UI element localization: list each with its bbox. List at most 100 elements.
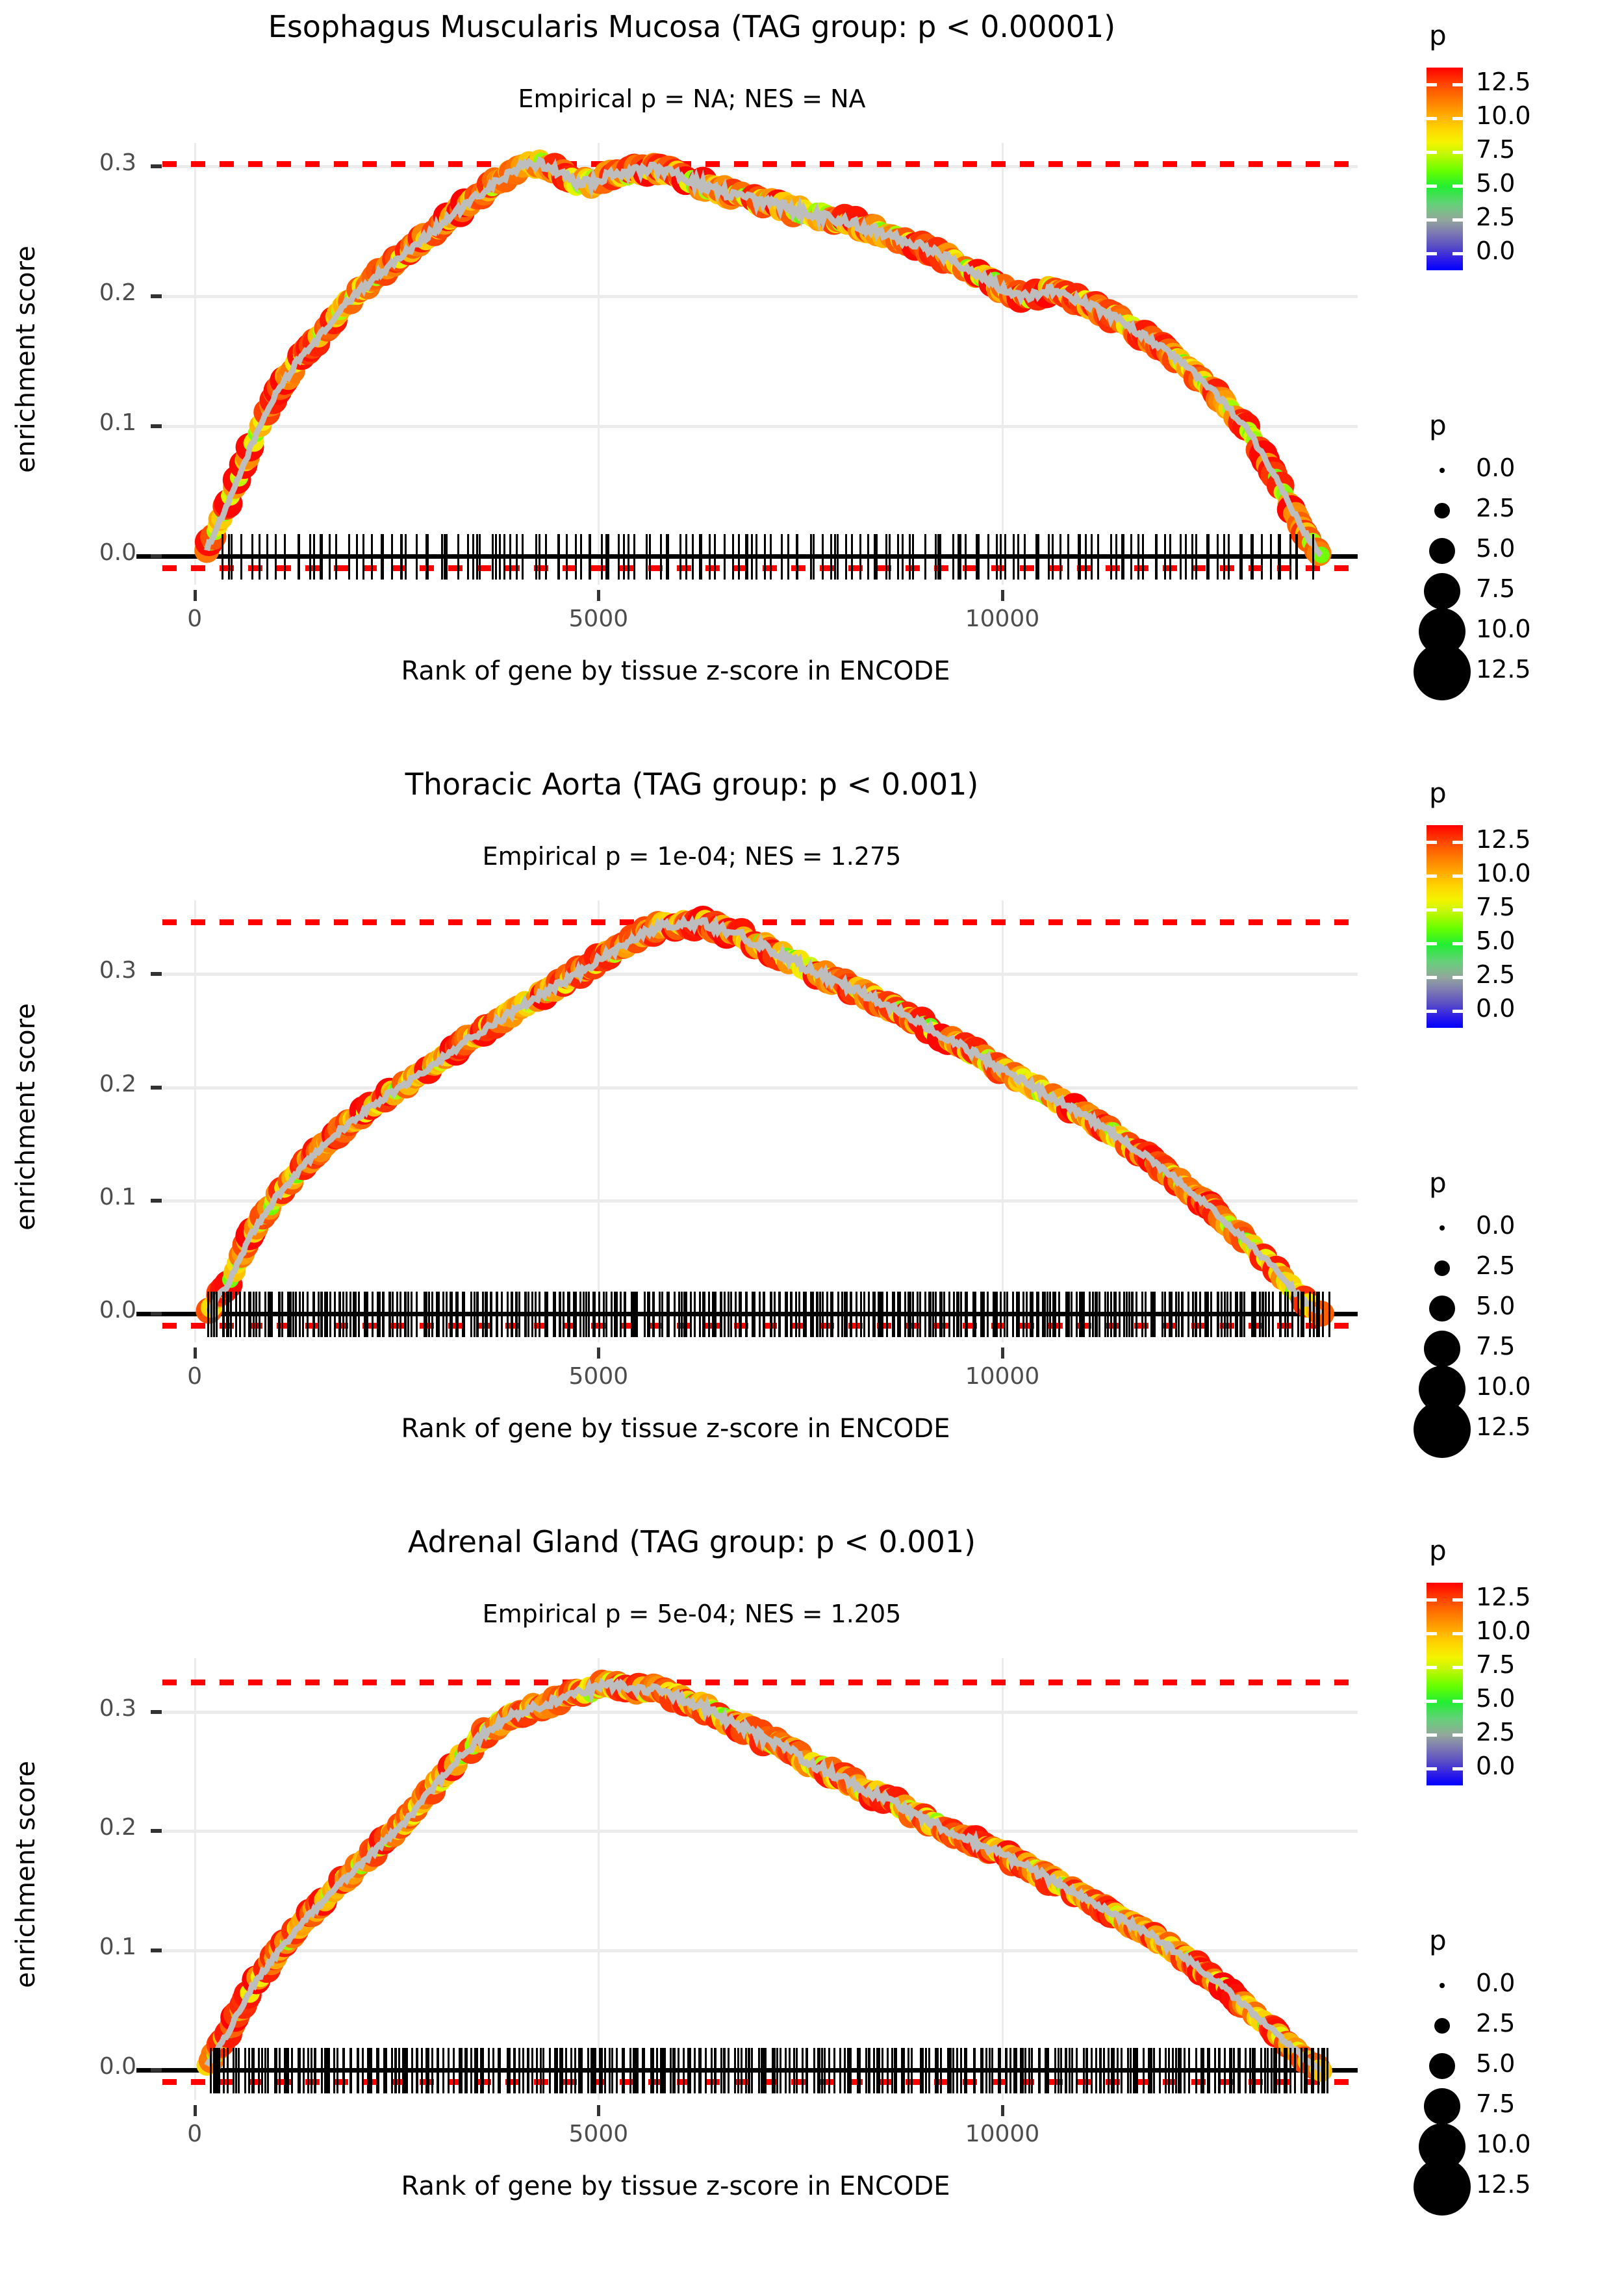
rug-tick	[1286, 1292, 1289, 1338]
rug-tick	[1100, 2048, 1102, 2094]
enrichment-panel: Esophagus Muscularis Mucosa (TAG group: …	[0, 0, 1624, 758]
color-legend-label: 5.0	[1476, 169, 1516, 198]
rug-tick	[602, 1292, 605, 1338]
rug-tick	[592, 2048, 594, 2094]
rug-tick	[1239, 1292, 1242, 1338]
rug-tick	[1065, 1292, 1067, 1338]
panel-title: Esophagus Muscularis Mucosa (TAG group: …	[268, 9, 1116, 44]
rug-tick	[985, 2048, 987, 2094]
rug-tick	[1022, 1292, 1024, 1338]
rug-tick	[821, 534, 824, 580]
rug-tick	[1024, 2048, 1027, 2094]
rug-tick	[313, 534, 316, 580]
rug-tick	[1278, 2048, 1280, 2094]
rug-tick	[452, 2048, 455, 2094]
rug-tick	[538, 1292, 540, 1338]
rug-tick	[312, 1292, 315, 1338]
rug-tick	[972, 2048, 975, 2094]
rug-tick	[266, 534, 269, 580]
rug-tick	[1202, 2048, 1204, 2094]
rug-tick	[1271, 1292, 1274, 1338]
rug-tick	[1249, 2048, 1251, 2094]
y-tick-label: 0.0	[99, 1297, 136, 1324]
rug-tick	[932, 1292, 934, 1338]
rug-tick	[1284, 1292, 1286, 1338]
gridline-vertical	[598, 901, 600, 1342]
rug-tick	[428, 1292, 430, 1338]
rug-tick	[811, 1292, 814, 1338]
rug-tick	[1252, 2048, 1254, 2094]
rug-tick	[516, 534, 518, 580]
gridline-horizontal	[162, 295, 1358, 298]
color-legend-label: 5.0	[1476, 926, 1516, 955]
rug-tick	[1175, 1292, 1178, 1338]
color-legend-tick	[1427, 942, 1437, 945]
rug-tick	[472, 534, 475, 580]
rug-tick	[1141, 1292, 1143, 1338]
rug-tick	[500, 1292, 503, 1338]
rug-tick	[1165, 2048, 1167, 2094]
y-tick-mark	[151, 1948, 162, 1953]
rug-tick	[264, 1292, 266, 1338]
rug-tick	[381, 534, 384, 580]
rug-tick	[405, 1292, 407, 1338]
gene-hit-rug	[162, 2048, 1358, 2094]
rug-tick	[724, 1292, 726, 1338]
rug-tick	[248, 1292, 251, 1338]
size-legend-dot	[1429, 1296, 1455, 1322]
rug-tick	[735, 1292, 737, 1338]
rug-tick	[611, 1292, 613, 1338]
rug-tick	[1150, 1292, 1152, 1338]
rug-tick	[499, 534, 501, 580]
color-legend-tick	[1427, 841, 1437, 844]
size-legend-label: 10.0	[1476, 1372, 1531, 1401]
rug-tick	[1208, 2048, 1211, 2094]
rug-tick	[1328, 1292, 1331, 1338]
rug-tick	[993, 1292, 995, 1338]
rug-tick	[690, 1292, 692, 1338]
rug-tick	[237, 2048, 240, 2094]
enrichment-curve	[196, 1669, 1332, 2082]
rug-tick	[1151, 1292, 1154, 1338]
rug-tick	[1092, 1292, 1095, 1338]
size-legend-label: 0.0	[1476, 454, 1516, 482]
y-tick-mark	[151, 972, 162, 977]
rug-tick	[858, 2048, 861, 2094]
rug-tick	[1082, 2048, 1085, 2094]
rug-tick	[227, 1292, 229, 1338]
rug-tick	[1032, 1292, 1034, 1338]
rug-tick	[368, 2048, 371, 2094]
color-legend-tick	[1427, 1767, 1437, 1770]
rug-tick	[1195, 2048, 1198, 2094]
rug-tick	[1037, 2048, 1040, 2094]
rug-tick	[221, 534, 223, 580]
rug-tick	[464, 2048, 466, 2094]
rug-tick	[531, 2048, 533, 2094]
rug-tick	[652, 1292, 655, 1338]
rug-tick	[273, 2048, 276, 2094]
rug-tick	[911, 2048, 913, 2094]
rug-tick	[223, 1292, 225, 1338]
rug-tick	[375, 2048, 378, 2094]
rug-tick	[448, 2048, 450, 2094]
rug-tick	[763, 2048, 765, 2094]
rug-tick	[565, 2048, 567, 2094]
y-tick-mark	[151, 294, 162, 298]
rug-tick	[346, 1292, 348, 1338]
rug-tick	[396, 1292, 398, 1338]
rug-tick	[225, 1292, 228, 1338]
rug-tick	[1321, 2048, 1323, 2094]
rug-tick	[1318, 1292, 1320, 1338]
rug-tick	[1091, 534, 1093, 580]
rug-tick	[1204, 1292, 1206, 1338]
size-legend-dot	[1440, 468, 1445, 473]
rug-tick	[698, 1292, 701, 1338]
rug-tick	[416, 2048, 418, 2094]
size-legend-label: 12.5	[1476, 1412, 1531, 1441]
rug-tick	[1042, 1292, 1045, 1338]
rug-tick	[644, 1292, 646, 1338]
rug-tick	[1104, 1292, 1106, 1338]
rug-tick	[463, 1292, 465, 1338]
rug-tick	[859, 1292, 862, 1338]
rug-tick	[1076, 2048, 1078, 2094]
